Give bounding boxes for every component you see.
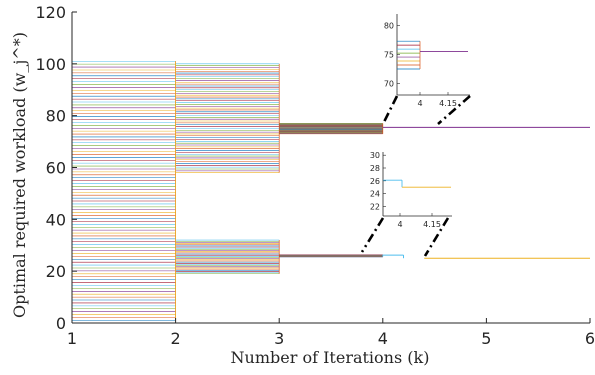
y-tick-label: 60 xyxy=(46,159,66,178)
series-lines xyxy=(72,60,590,321)
x-tick-label: 2 xyxy=(171,329,181,348)
inset-y-tick-label: 80 xyxy=(384,22,394,31)
inset-x-tick-label: 4.15 xyxy=(423,220,441,229)
inset-y-tick-label: 70 xyxy=(384,79,394,88)
inset-x-tick-label: 4 xyxy=(417,99,422,108)
inset-y-tick-label: 24 xyxy=(370,190,380,199)
y-tick-label: 40 xyxy=(46,210,66,229)
zoom-connector-upper-right xyxy=(437,95,471,125)
inset-lower-zoom: 22 24 26 28 30 4 4.15 xyxy=(370,151,452,229)
y-tick-label: 80 xyxy=(46,107,66,126)
inset-upper-zoom: 70 75 80 4 4.15 xyxy=(384,14,470,108)
inset-x-tick-label: 4 xyxy=(397,220,402,229)
x-tick-label: 1 xyxy=(67,329,77,348)
y-tick-label: 120 xyxy=(35,3,66,22)
inset-y-tick-label: 22 xyxy=(370,202,380,211)
x-axis-label: Number of Iterations (k) xyxy=(231,348,430,367)
y-tick-label: 0 xyxy=(56,314,66,333)
x-tick-label: 5 xyxy=(481,329,491,348)
inset-y-tick-label: 75 xyxy=(384,51,394,60)
x-tick-label: 3 xyxy=(274,329,284,348)
zoom-connector-lower-left xyxy=(360,217,385,253)
inset-y-tick-label: 28 xyxy=(370,164,380,173)
inset-x-tick-label: 4.15 xyxy=(439,99,457,108)
zoom-connectors xyxy=(360,95,471,257)
y-axis-label: Optimal required workload (w_j^*) xyxy=(10,32,29,318)
zoom-connector-lower-right xyxy=(423,217,450,257)
inset-y-tick-label: 26 xyxy=(370,177,380,186)
zoom-connector-upper-left xyxy=(381,95,399,125)
y-tick-label: 20 xyxy=(46,262,66,281)
x-tick-label: 4 xyxy=(378,329,388,348)
x-tick-label: 6 xyxy=(585,329,595,348)
inset-y-tick-label: 30 xyxy=(370,151,380,160)
y-tick-label: 100 xyxy=(35,55,66,74)
